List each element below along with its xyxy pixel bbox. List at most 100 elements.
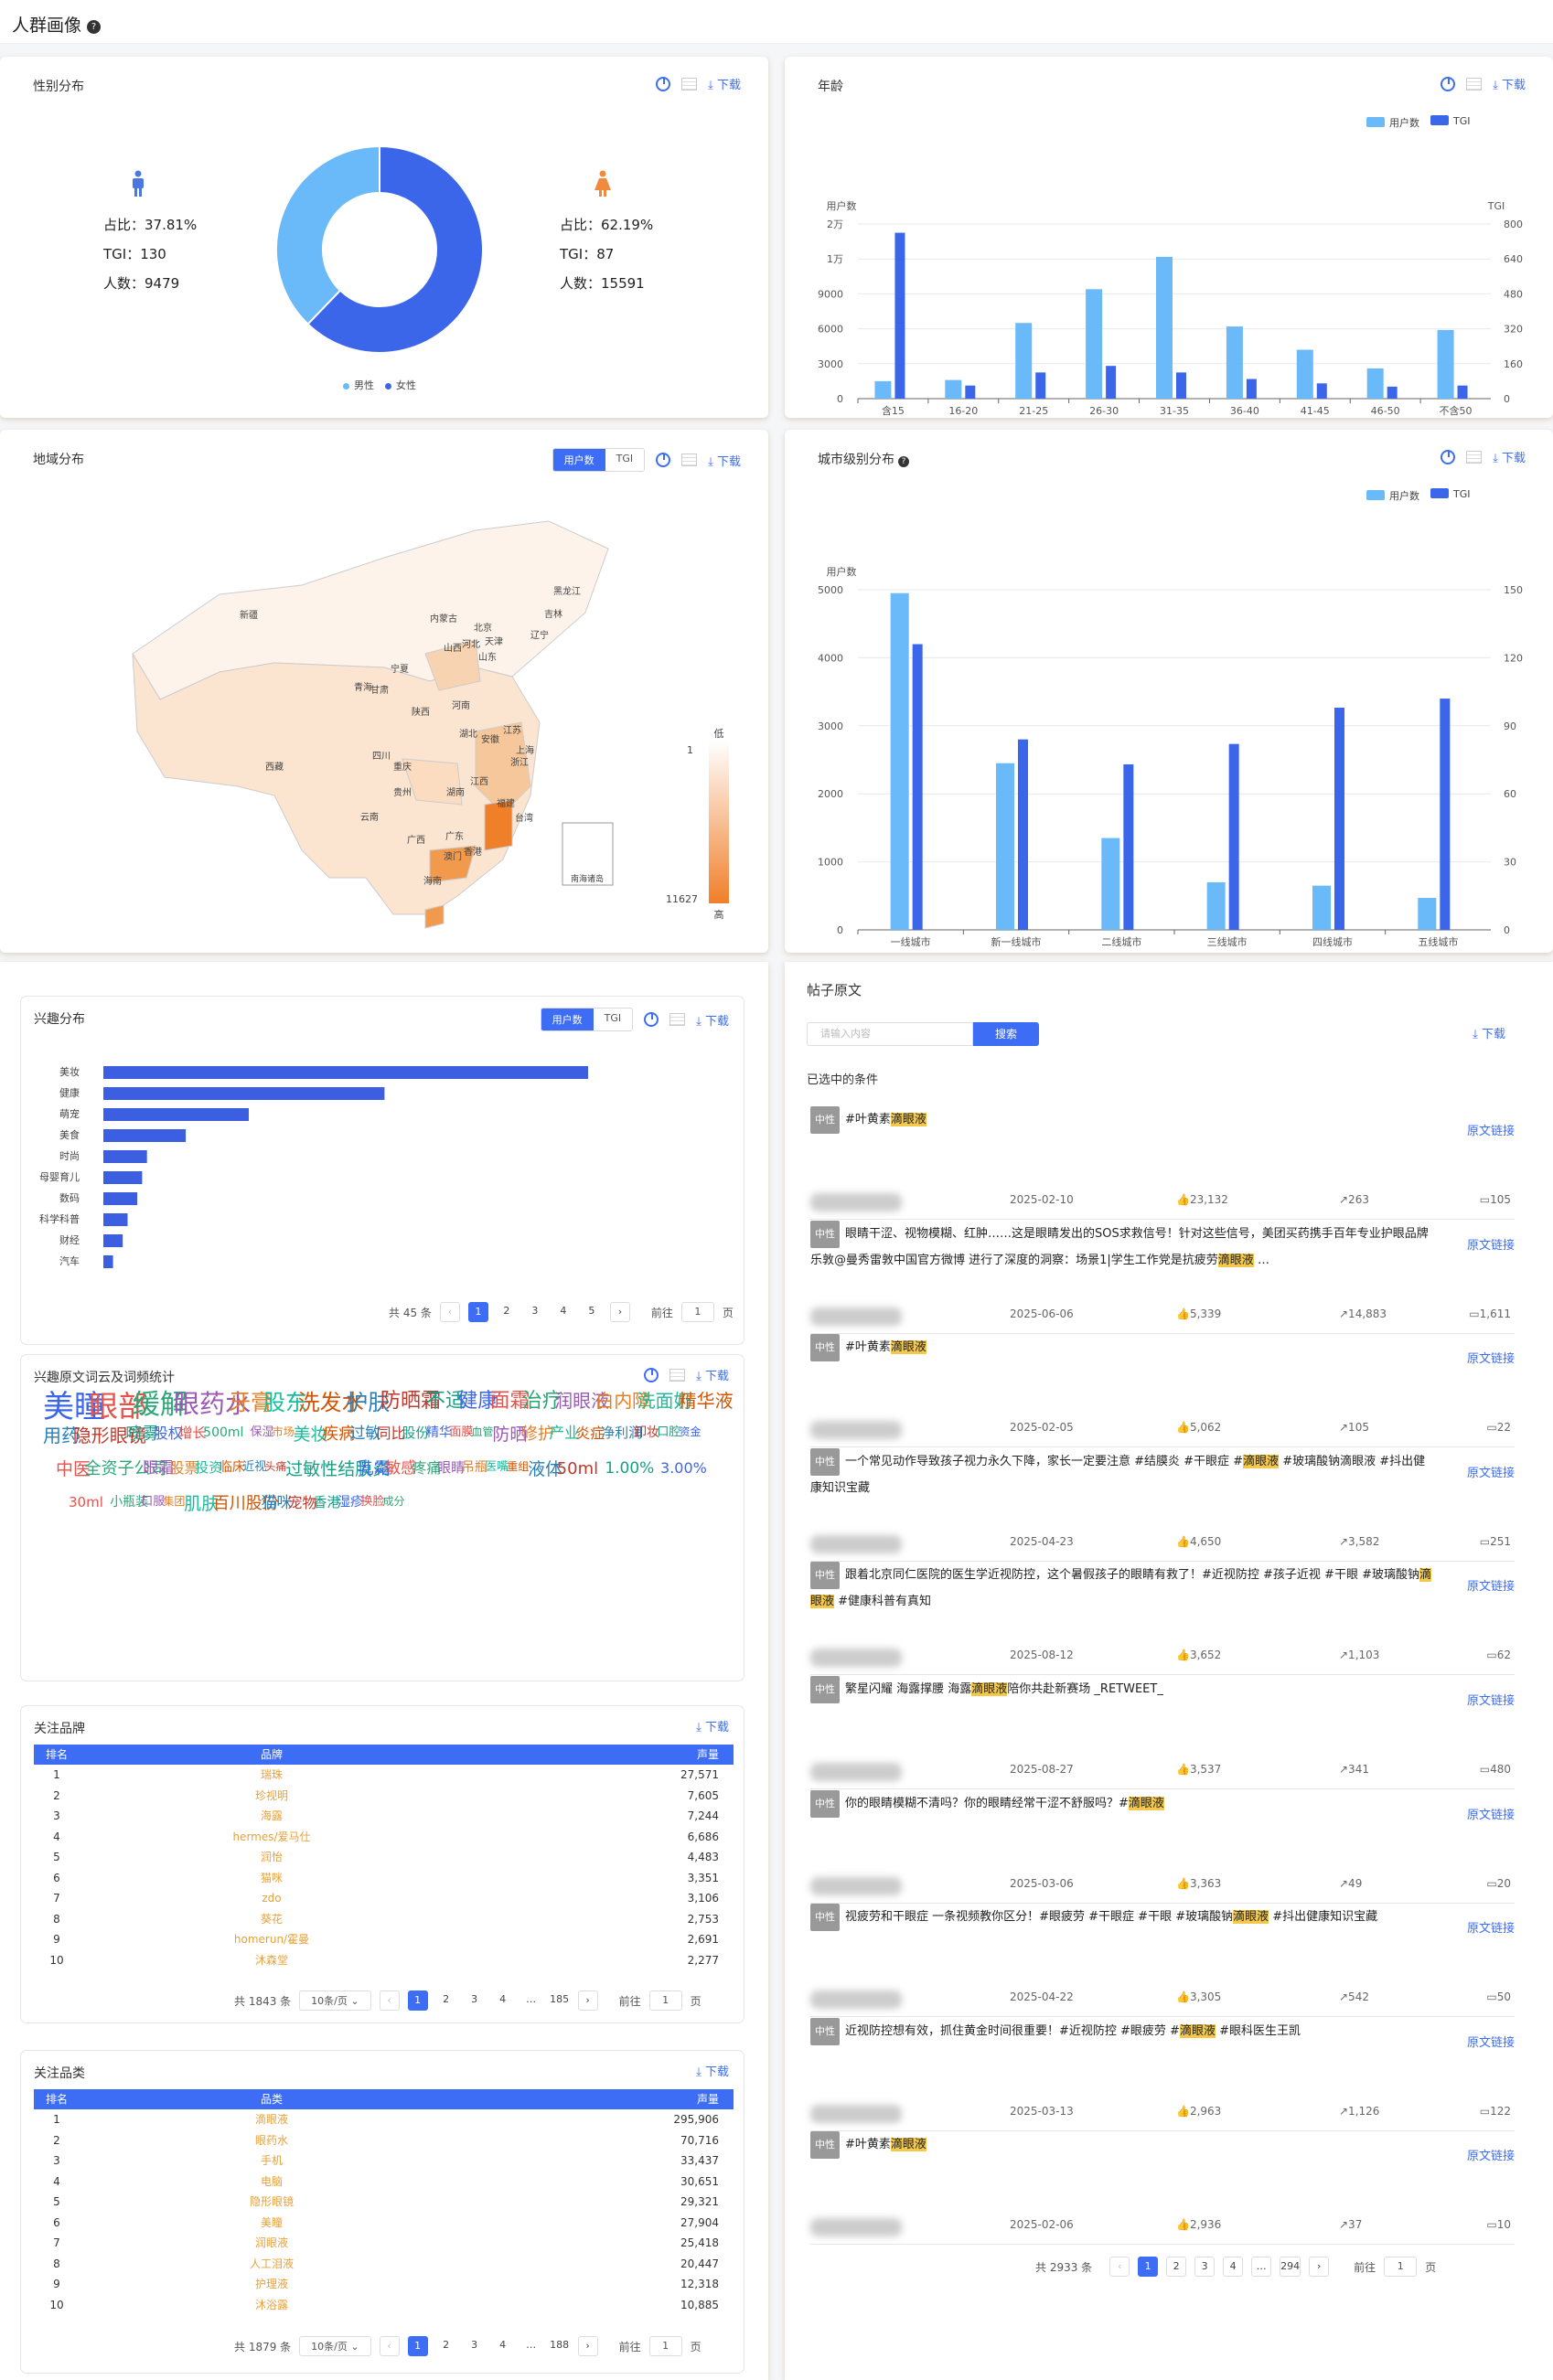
toggle-users[interactable]: 用户数 bbox=[541, 1009, 594, 1030]
page-1[interactable]: 1 bbox=[467, 1302, 488, 1322]
pie-chart-icon[interactable] bbox=[1441, 449, 1456, 464]
page-1[interactable]: 1 bbox=[1138, 2257, 1159, 2277]
name-cell[interactable]: 电脑 bbox=[260, 2174, 283, 2188]
name-cell[interactable]: 葵花 bbox=[260, 1912, 283, 1926]
original-link[interactable]: 原文链接 bbox=[1466, 1580, 1515, 1595]
page-3[interactable]: 3 bbox=[524, 1302, 545, 1322]
page-2[interactable]: 2 bbox=[1166, 2257, 1187, 2277]
name-cell[interactable]: 猫咪 bbox=[260, 1871, 283, 1884]
prev-page-button[interactable]: ‹ bbox=[439, 1302, 460, 1322]
page-2[interactable]: 2 bbox=[435, 1990, 456, 2011]
name-cell[interactable]: 护理液 bbox=[254, 2278, 288, 2290]
toggle-tgi[interactable]: TGI bbox=[593, 1009, 633, 1030]
metric-toggle[interactable]: 用户数 TGI bbox=[552, 448, 646, 472]
next-page-button[interactable]: › bbox=[1309, 2257, 1330, 2277]
help-icon[interactable]: ? bbox=[898, 456, 909, 467]
download-button[interactable]: ⤓ 下载 bbox=[696, 2065, 729, 2079]
pie-chart-icon[interactable] bbox=[644, 1012, 659, 1027]
original-link[interactable]: 原文链接 bbox=[1466, 1125, 1515, 1138]
name-cell[interactable]: 美瞳 bbox=[260, 2215, 283, 2229]
table-view-icon[interactable] bbox=[681, 77, 698, 91]
search-input[interactable]: 请输入内容 bbox=[807, 1022, 973, 1046]
download-button[interactable]: ⤓ 下载 bbox=[696, 1721, 729, 1734]
prev-page-button[interactable]: ‹ bbox=[1109, 2257, 1130, 2277]
page-2[interactable]: 2 bbox=[496, 1302, 517, 1322]
name-cell[interactable]: hermes/爱马仕 bbox=[232, 1830, 311, 1843]
page-3[interactable]: 3 bbox=[1194, 2257, 1216, 2277]
prev-page-button[interactable]: ‹ bbox=[379, 2336, 400, 2356]
page-4[interactable]: 4 bbox=[1223, 2257, 1244, 2277]
page-2[interactable]: 2 bbox=[435, 2336, 456, 2356]
table-view-icon[interactable] bbox=[1466, 77, 1483, 91]
next-page-button[interactable]: › bbox=[577, 2336, 598, 2356]
pie-chart-icon[interactable] bbox=[656, 453, 671, 467]
download-button[interactable]: ⤓ 下载 bbox=[696, 1370, 729, 1383]
page-ellipsis[interactable]: … bbox=[520, 1990, 541, 2011]
page-ellipsis[interactable]: … bbox=[1251, 2257, 1272, 2277]
page-last[interactable]: 188 bbox=[549, 2336, 570, 2356]
table-view-icon[interactable] bbox=[681, 454, 698, 466]
download-button[interactable]: ⤓ 下载 bbox=[696, 1014, 729, 1029]
name-cell[interactable]: 沐浴露 bbox=[254, 2298, 288, 2311]
name-cell[interactable]: 沐森堂 bbox=[254, 1953, 288, 1967]
page-4[interactable]: 4 bbox=[552, 1302, 573, 1322]
original-link[interactable]: 原文链接 bbox=[1466, 1808, 1515, 1822]
name-cell[interactable]: 人工泪液 bbox=[249, 2257, 294, 2270]
original-link[interactable]: 原文链接 bbox=[1466, 1238, 1515, 1253]
original-link[interactable]: 原文链接 bbox=[1466, 1694, 1515, 1708]
goto-input[interactable]: 1 bbox=[648, 1990, 682, 2011]
page-ellipsis[interactable]: … bbox=[520, 2336, 541, 2356]
original-link[interactable]: 原文链接 bbox=[1466, 1922, 1515, 1937]
page-size-select[interactable]: 10条/页 ⌄ bbox=[299, 2336, 371, 2356]
page-1[interactable]: 1 bbox=[407, 2336, 428, 2356]
download-button[interactable]: ⤓ 下载 bbox=[708, 454, 741, 469]
download-button[interactable]: ⤓ 下载 bbox=[708, 79, 741, 92]
goto-input[interactable]: 1 bbox=[1384, 2257, 1418, 2277]
name-cell[interactable]: 隐形眼镜 bbox=[249, 2195, 294, 2208]
pie-chart-icon[interactable] bbox=[1441, 76, 1456, 91]
table-view-icon[interactable] bbox=[1466, 450, 1483, 464]
toggle-users[interactable]: 用户数 bbox=[552, 449, 605, 471]
download-button[interactable]: ⤓ 下载 bbox=[1473, 1028, 1505, 1041]
page-last[interactable]: 294 bbox=[1280, 2257, 1301, 2277]
page-4[interactable]: 4 bbox=[492, 2336, 513, 2356]
next-page-button[interactable]: › bbox=[609, 1302, 630, 1322]
name-cell[interactable]: 手机 bbox=[260, 2154, 283, 2167]
name-cell[interactable]: 润眼液 bbox=[254, 2236, 288, 2249]
original-link[interactable]: 原文链接 bbox=[1466, 1466, 1515, 1480]
help-icon[interactable]: ? bbox=[87, 20, 102, 34]
name-cell[interactable]: 珍视明 bbox=[254, 1788, 288, 1802]
table-view-icon[interactable] bbox=[669, 1013, 686, 1026]
page-5[interactable]: 5 bbox=[581, 1302, 602, 1322]
original-link[interactable]: 原文链接 bbox=[1466, 2150, 1515, 2164]
download-button[interactable]: ⤓ 下载 bbox=[1493, 79, 1526, 92]
pie-chart-icon[interactable] bbox=[656, 76, 671, 91]
toggle-tgi[interactable]: TGI bbox=[605, 449, 645, 471]
pie-chart-icon[interactable] bbox=[644, 1367, 659, 1382]
page-4[interactable]: 4 bbox=[492, 1990, 513, 2011]
name-cell[interactable]: 眼药水 bbox=[254, 2133, 288, 2147]
name-cell[interactable]: zdo bbox=[262, 1892, 282, 1905]
cloud-word: 临床 bbox=[219, 1460, 245, 1475]
name-cell[interactable]: 海露 bbox=[260, 1809, 283, 1822]
search-button[interactable]: 搜索 bbox=[973, 1022, 1039, 1046]
original-link[interactable]: 原文链接 bbox=[1466, 2035, 1515, 2050]
prev-page-button[interactable]: ‹ bbox=[379, 1990, 400, 2011]
goto-input[interactable]: 1 bbox=[648, 2336, 682, 2356]
original-link[interactable]: 原文链接 bbox=[1466, 1352, 1515, 1367]
page-1[interactable]: 1 bbox=[407, 1990, 428, 2011]
page-3[interactable]: 3 bbox=[464, 2336, 485, 2356]
name-cell[interactable]: 润怡 bbox=[260, 1851, 283, 1863]
name-cell[interactable]: homerun/霍曼 bbox=[233, 1933, 310, 1946]
page-3[interactable]: 3 bbox=[464, 1990, 485, 2011]
next-page-button[interactable]: › bbox=[577, 1990, 598, 2011]
metric-toggle[interactable]: 用户数 TGI bbox=[540, 1008, 634, 1031]
page-size-select[interactable]: 10条/页 ⌄ bbox=[299, 1990, 371, 2011]
page-last[interactable]: 185 bbox=[549, 1990, 570, 2011]
table-view-icon[interactable] bbox=[669, 1368, 686, 1382]
download-button[interactable]: ⤓ 下载 bbox=[1493, 452, 1526, 465]
name-cell[interactable]: 滴眼液 bbox=[254, 2113, 288, 2126]
goto-input[interactable]: 1 bbox=[680, 1302, 714, 1322]
name-cell[interactable]: 瑞珠 bbox=[260, 1768, 283, 1781]
